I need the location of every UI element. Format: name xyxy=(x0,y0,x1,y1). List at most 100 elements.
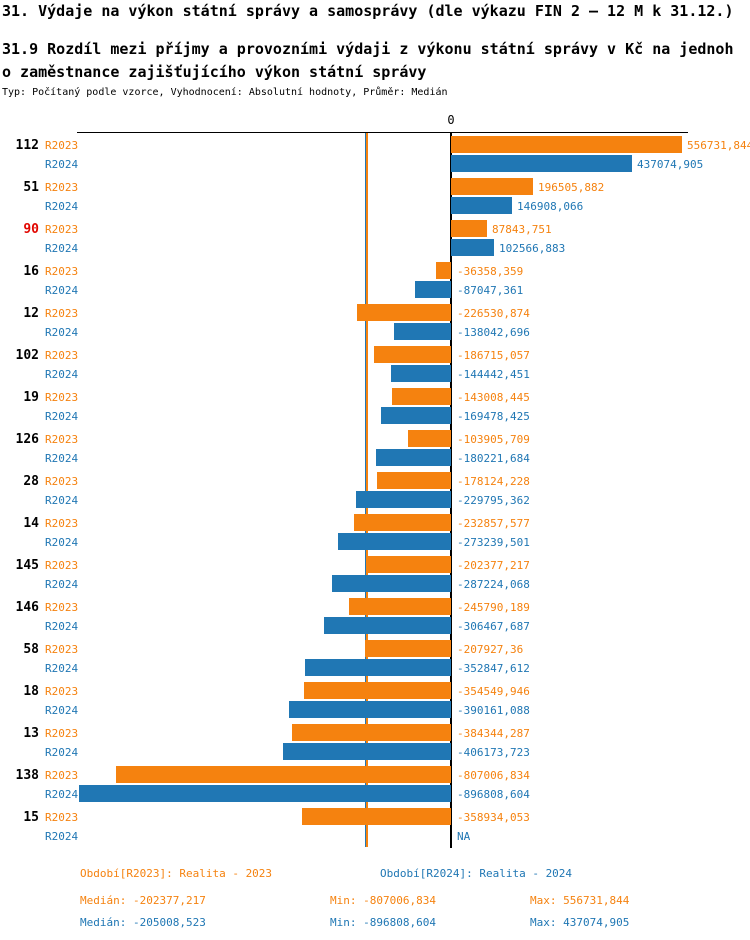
value-label-r2024: -229795,362 xyxy=(457,494,530,507)
category-label: 16 xyxy=(23,264,39,279)
bar-r2023 xyxy=(407,430,451,447)
value-label-r2023: -186715,057 xyxy=(457,349,530,362)
bar-r2024 xyxy=(376,449,451,466)
bar-r2024 xyxy=(393,323,451,340)
bar-r2023 xyxy=(391,388,451,405)
value-label-r2023: 196505,882 xyxy=(538,181,605,194)
series-label-r2023: R2023 xyxy=(45,769,79,782)
series-label-r2024: R2024 xyxy=(45,578,79,591)
value-label-r2023: -202377,217 xyxy=(457,559,530,572)
bar-r2023 xyxy=(364,640,451,657)
bar-r2024 xyxy=(391,365,451,382)
value-label-r2023: -103905,709 xyxy=(457,433,530,446)
value-label-r2024: -144442,451 xyxy=(457,368,530,381)
series-label-r2024: R2024 xyxy=(45,410,79,423)
series-label-r2024: R2024 xyxy=(45,368,79,381)
category-label: 14 xyxy=(23,516,39,531)
series-label-r2024: R2024 xyxy=(45,452,79,465)
category-label: 112 xyxy=(15,138,39,153)
series-label-r2024: R2024 xyxy=(45,326,79,339)
series-label-r2024: R2024 xyxy=(45,746,79,759)
value-label-r2023: -358934,053 xyxy=(457,811,530,824)
series-label-r2024: R2024 xyxy=(45,158,79,171)
bar-r2024 xyxy=(331,575,451,592)
value-label-r2024: -87047,361 xyxy=(457,284,524,297)
category-label: 146 xyxy=(15,600,39,615)
chart-title-line2: o zaměstnance zajišťujícího výkon státní… xyxy=(2,63,427,81)
series-label-r2024: R2024 xyxy=(45,536,79,549)
series-label-r2024: R2024 xyxy=(45,830,79,843)
category-label: 18 xyxy=(23,684,39,699)
series-label-r2023: R2023 xyxy=(45,685,79,698)
value-label-r2023: -807006,834 xyxy=(457,769,530,782)
bar-r2023 xyxy=(373,346,451,363)
value-label-r2024: -287224,068 xyxy=(457,578,530,591)
x-axis-line xyxy=(77,132,688,133)
series-label-r2024: R2024 xyxy=(45,788,79,801)
series-label-r2023: R2023 xyxy=(45,433,79,446)
series-label-r2023: R2023 xyxy=(45,349,79,362)
median-line-r2024 xyxy=(364,133,367,847)
category-label: 28 xyxy=(23,474,39,489)
value-label-r2023: -143008,445 xyxy=(457,391,530,404)
series-label-r2023: R2023 xyxy=(45,601,79,614)
zero-axis-line xyxy=(450,132,452,848)
series-label-r2023: R2023 xyxy=(45,475,79,488)
legend-r2023: Období[R2023]: Realita - 2023 xyxy=(80,867,273,880)
value-label-r2023: -36358,359 xyxy=(457,265,524,278)
report-title: 31. Výdaje na výkon státní správy a samo… xyxy=(2,2,734,20)
bar-r2023 xyxy=(435,262,451,279)
series-label-r2023: R2023 xyxy=(45,811,79,824)
category-label: 58 xyxy=(23,642,39,657)
category-label: 15 xyxy=(23,810,39,825)
value-label-r2024: -896808,604 xyxy=(457,788,530,801)
series-label-r2023: R2023 xyxy=(45,139,79,152)
bar-r2024 xyxy=(451,239,494,256)
stat-min-r2024: Min: -896808,604 xyxy=(330,916,436,929)
series-label-r2024: R2024 xyxy=(45,620,79,633)
series-label-r2023: R2023 xyxy=(45,391,79,404)
series-label-r2023: R2023 xyxy=(45,265,79,278)
category-label: 51 xyxy=(23,180,39,195)
value-label-r2023: -207927,36 xyxy=(457,643,524,656)
bar-r2023 xyxy=(291,724,451,741)
value-label-r2024: 102566,883 xyxy=(499,242,566,255)
legend-r2024: Období[R2024]: Realita - 2024 xyxy=(380,867,573,880)
bar-r2023 xyxy=(377,472,451,489)
value-label-r2024: -306467,687 xyxy=(457,620,530,633)
stat-max-r2024: Max: 437074,905 xyxy=(530,916,630,929)
bar-r2024 xyxy=(282,743,451,760)
bar-r2023 xyxy=(367,556,451,573)
value-label-r2024: -169478,425 xyxy=(457,410,530,423)
series-label-r2024: R2024 xyxy=(45,494,79,507)
series-label-r2023: R2023 xyxy=(45,517,79,530)
bar-r2024 xyxy=(451,197,512,214)
value-label-r2023: -384344,287 xyxy=(457,727,530,740)
bar-r2023 xyxy=(451,178,533,195)
value-label-r2023: -245790,189 xyxy=(457,601,530,614)
value-label-r2024: -390161,088 xyxy=(457,704,530,717)
category-label: 19 xyxy=(23,390,39,405)
value-label-r2024: -138042,696 xyxy=(457,326,530,339)
bar-r2023 xyxy=(451,136,682,153)
series-label-r2024: R2024 xyxy=(45,200,79,213)
value-label-r2024: 437074,905 xyxy=(637,158,704,171)
value-label-r2023: -232857,577 xyxy=(457,517,530,530)
median-line-r2023 xyxy=(366,133,368,847)
category-label: 90 xyxy=(23,222,39,237)
value-label-r2024: -406173,723 xyxy=(457,746,530,759)
chart-type-meta: Typ: Počítaný podle vzorce, Vyhodnocení:… xyxy=(2,87,448,98)
value-label-r2023: -178124,228 xyxy=(457,475,530,488)
bar-r2023 xyxy=(357,304,451,321)
bar-r2024 xyxy=(355,491,451,508)
bar-r2024 xyxy=(323,617,451,634)
series-label-r2023: R2023 xyxy=(45,307,79,320)
bar-r2023 xyxy=(303,682,451,699)
stat-max-r2023: Max: 556731,844 xyxy=(530,894,630,907)
series-label-r2023: R2023 xyxy=(45,727,79,740)
series-label-r2023: R2023 xyxy=(45,223,79,236)
bar-r2024 xyxy=(289,701,451,718)
stat-median-r2024: Medián: -205008,523 xyxy=(80,916,206,929)
series-label-r2023: R2023 xyxy=(45,559,79,572)
